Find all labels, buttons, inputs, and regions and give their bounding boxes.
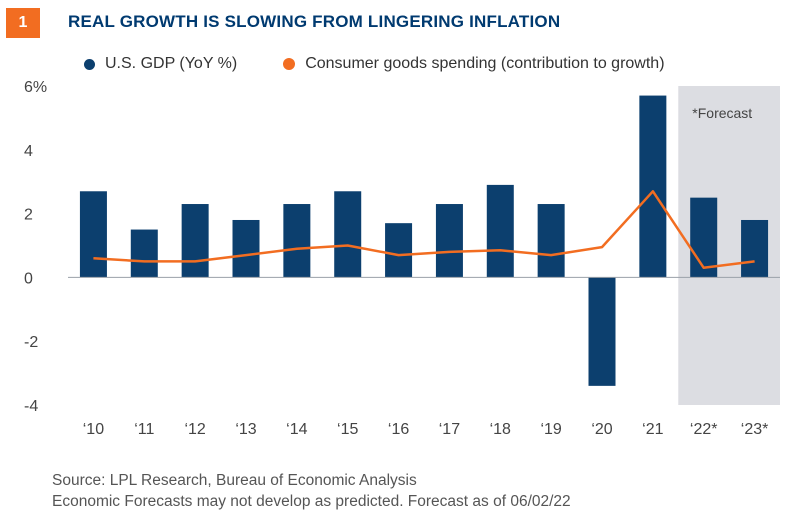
bar: [283, 204, 311, 278]
legend-label-gdp: U.S. GDP (YoY %): [105, 55, 238, 72]
x-tick-label: ‘15: [337, 421, 358, 438]
y-tick-label: 6%: [24, 79, 47, 96]
x-tick-label: ‘11: [134, 421, 154, 438]
legend-swatch-gdp: [84, 58, 95, 70]
y-tick-label: 2: [24, 207, 33, 224]
series-line: [93, 190, 755, 270]
y-tick-label: 0: [24, 270, 33, 287]
y-tick-label: -4: [24, 398, 38, 415]
source-note: Source: LPL Research, Bureau of Economic…: [52, 472, 417, 489]
figure-number-badge: 1: [6, 8, 40, 38]
legend-swatch-consumer-goods: [283, 58, 296, 70]
bar: [741, 219, 769, 278]
bar: [486, 184, 514, 278]
x-tick-label: ‘19: [540, 421, 561, 438]
chart-legend: U.S. GDP (YoY %) Consumer goods spending…: [84, 52, 665, 76]
bar: [79, 191, 107, 278]
bar: [537, 204, 565, 278]
legend-item-gdp: U.S. GDP (YoY %): [84, 55, 237, 73]
x-tick-label: ‘23*: [741, 421, 769, 438]
forecast-label: *Forecast: [692, 105, 752, 121]
x-tick-label: ‘14: [286, 421, 307, 438]
x-tick-label: ‘16: [388, 421, 409, 438]
chart-plot: *Forecast 6% 4 2 0 -2 -4 ‘10 ‘11 ‘12 ‘13 ‘14 ‘15 ‘16 ‘…: [24, 79, 780, 438]
bar: [385, 223, 413, 278]
bar: [588, 277, 616, 386]
x-tick-label: ‘10: [83, 421, 104, 438]
x-tick-label: ‘12: [184, 421, 205, 438]
bar: [435, 204, 463, 278]
x-tick-label: ‘13: [235, 421, 256, 438]
bar: [181, 204, 209, 278]
x-tick-label: ‘20: [591, 421, 612, 438]
chart-footer: Source: LPL Research, Bureau of Economic…: [52, 470, 571, 512]
bar: [334, 191, 362, 278]
forecast-disclaimer: Economic Forecasts may not develop as pr…: [52, 493, 571, 510]
bar: [232, 219, 260, 278]
x-tick-label: ‘18: [490, 421, 511, 438]
bar: [690, 197, 718, 278]
bar: [130, 229, 158, 278]
x-tick-label: ‘17: [439, 421, 460, 438]
legend-label-consumer-goods: Consumer goods spending (contribution to…: [305, 55, 665, 72]
legend-item-consumer-goods: Consumer goods spending (contribution to…: [283, 55, 665, 73]
bar: [639, 95, 667, 278]
x-tick-label: ‘22*: [690, 421, 718, 438]
y-tick-label: 4: [24, 143, 33, 160]
x-tick-label: ‘21: [642, 421, 663, 438]
y-tick-label: -2: [24, 334, 38, 351]
chart-title: REAL GROWTH IS SLOWING FROM LINGERING IN…: [68, 12, 561, 31]
